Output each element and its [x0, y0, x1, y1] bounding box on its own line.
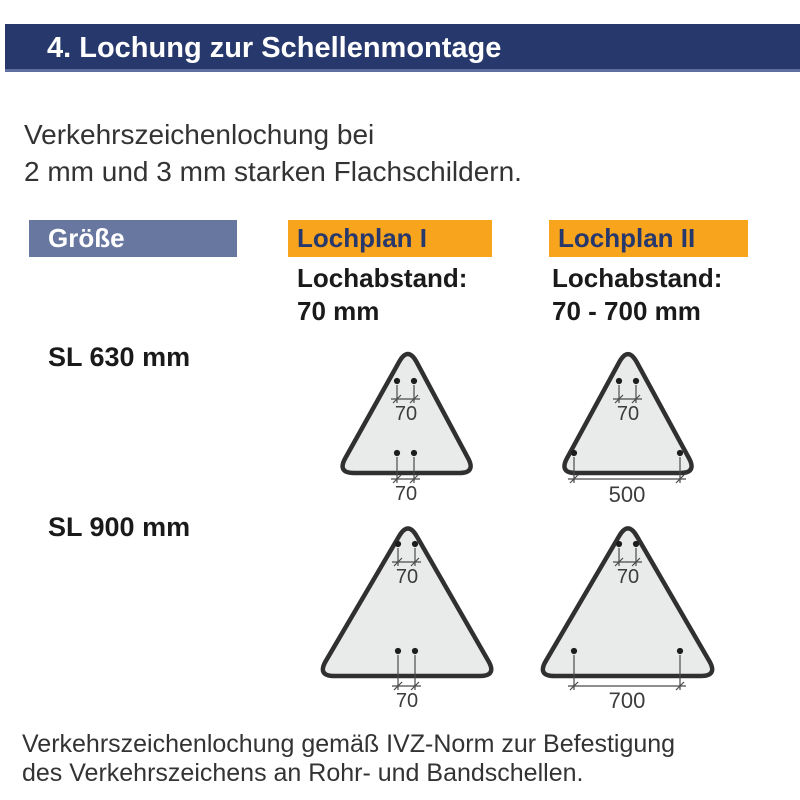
dimension-annotation-bottom: 700 [568, 655, 686, 713]
mounting-hole [411, 647, 419, 655]
mounting-hole [394, 540, 402, 548]
dimension-value-bottom: 70 [396, 690, 418, 712]
dimension-annotation-bottom: 500 [568, 457, 686, 507]
column-header-lochplan-1: Lochplan I [288, 220, 492, 257]
row-label-sl630: SL 630 mm [48, 342, 191, 372]
section-header-bar: 4. Lochung zur Schellenmontage [5, 24, 800, 72]
mounting-hole [394, 647, 402, 655]
intro-line-1: Verkehrszeichenlochung bei [24, 119, 375, 150]
dimension-annotation-top: 70 [613, 548, 642, 588]
footer-line-2: des Verkehrszeichens an Rohr- und Bandsc… [22, 759, 584, 787]
dimension-value-top: 70 [617, 566, 639, 588]
hole-spacing-label: Lochabstand: [552, 263, 723, 293]
intro-line-2: 2 mm und 3 mm starken Flachschildern. [24, 156, 522, 187]
sign-diagram-sl630-lochplan1: 70 70 [340, 351, 473, 505]
dimension-value-bottom: 70 [395, 483, 417, 505]
column-header-lochplan-2: Lochplan II [549, 220, 748, 257]
mounting-hole [410, 449, 418, 457]
mounting-hole [393, 377, 401, 385]
hole-spacing-value: 70 - 700 mm [552, 296, 701, 326]
dimension-value-top: 70 [396, 566, 418, 588]
hole-spacing-value: 70 mm [297, 296, 380, 326]
section-title: 4. Lochung zur Schellenmontage [47, 32, 502, 64]
dimension-annotation-top: 70 [392, 548, 421, 588]
mounting-hole [676, 449, 684, 457]
hole-spacing-label: Lochabstand: [297, 263, 468, 293]
footer-note: Verkehrszeichenlochung gemäß IVZ-Norm zu… [22, 730, 675, 788]
triangle-sign-outline [340, 351, 473, 476]
dimension-value-bottom: 500 [609, 482, 646, 507]
dimension-annotation-top: 70 [613, 385, 642, 425]
sign-diagram-sl630-lochplan2: 70 500 [562, 351, 694, 507]
triangle-sign-outline [540, 526, 715, 679]
sign-diagram-sl900-lochplan2: 70 700 [540, 526, 715, 713]
dimension-annotation-bottom: 70 [391, 457, 420, 505]
mounting-hole [676, 647, 684, 655]
mounting-hole [632, 540, 640, 548]
mounting-hole [410, 377, 418, 385]
mounting-hole [615, 377, 623, 385]
footer-line-1: Verkehrszeichenlochung gemäß IVZ-Norm zu… [22, 730, 676, 758]
mounting-hole [632, 377, 640, 385]
mounting-hole [570, 449, 578, 457]
hole-spacing-subtitle-plan1: Lochabstand: 70 mm [297, 262, 467, 328]
dimension-value-bottom: 700 [609, 688, 646, 713]
triangle-sign-outline [320, 526, 494, 679]
dimension-annotation-top: 70 [391, 385, 420, 425]
mounting-hole [393, 449, 401, 457]
mounting-hole [411, 540, 419, 548]
dimension-value-top: 70 [617, 403, 639, 425]
mounting-hole [570, 647, 578, 655]
hole-spacing-subtitle-plan2: Lochabstand: 70 - 700 mm [552, 262, 722, 328]
dimension-annotation-bottom: 70 [392, 655, 421, 712]
intro-text: Verkehrszeichenlochung bei 2 mm und 3 mm… [24, 116, 522, 190]
sign-diagram-sl900-lochplan1: 70 70 [320, 526, 494, 712]
dimension-value-top: 70 [395, 403, 417, 425]
row-label-sl900: SL 900 mm [48, 512, 191, 542]
column-header-size: Größe [29, 220, 237, 257]
triangle-sign-outline [562, 351, 694, 476]
mounting-hole [615, 540, 623, 548]
